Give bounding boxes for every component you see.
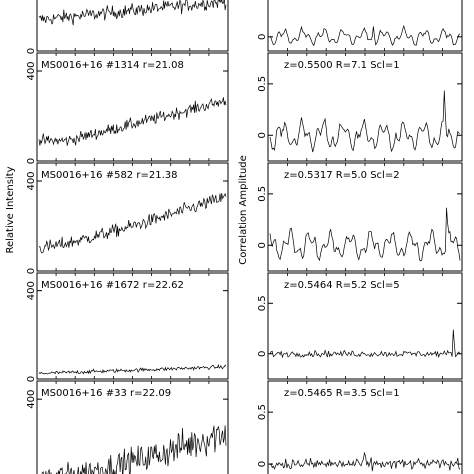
correlation-trace (269, 451, 461, 472)
y-tick-label: 0 (26, 376, 37, 382)
y-tick-label: 0 (257, 351, 268, 357)
spectrum-panel: 0 400 MS0016+16 #1314 r=21.08 (26, 52, 229, 164)
spectrum-trace (41, 425, 227, 474)
spectrum-panel-label: MS0016+16 #1314 r=21.08 (41, 60, 184, 71)
y-axis-label-left: Relative Intensity (5, 166, 16, 253)
correlation-trace (269, 329, 461, 359)
y-tick-label: 0 (26, 158, 37, 164)
spectrum-trace (38, 192, 227, 254)
y-tick-label: 0 (257, 461, 268, 467)
correlation-trace (269, 24, 461, 47)
y-tick-label: 0 (26, 48, 37, 54)
spectrum-panel-label: MS0016+16 #1672 r=22.62 (41, 280, 184, 291)
y-tick-label: 400 (26, 61, 37, 80)
correlation-trace (269, 207, 461, 262)
correlation-panel-label: z=0.5464 R=5.2 Scl=5 (284, 280, 400, 291)
correlation-panel: 0 (257, 0, 463, 52)
correlation-panel-label: z=0.5465 R=3.5 Scl=1 (284, 388, 400, 399)
y-tick-label: 400 (26, 171, 37, 190)
spectra-column: 0 0 400 MS0016+16 #1314 r=21.08 0 400 MS0016+1… (26, 0, 229, 474)
y-tick-label: 0 (26, 268, 37, 274)
correlation-panel-label: z=0.5317 R=5.0 Scl=2 (284, 170, 400, 181)
y-tick-label: 0.5 (257, 186, 268, 202)
y-axis-label-right: Correlation Amplitude (238, 155, 249, 265)
y-tick-label: 0.5 (257, 404, 268, 420)
spectrum-panel: 0 400 MS0016+16 #1672 r=22.62 (26, 272, 229, 382)
spectrum-panel: 0 (26, 0, 229, 54)
spectrum-panel: 400 MS0016+16 #33 r=22.09 (26, 380, 229, 474)
y-tick-label: 0 (257, 242, 268, 248)
spectrum-trace (38, 0, 227, 26)
spectrum-trace (38, 363, 227, 375)
y-tick-label: 0.5 (257, 76, 268, 92)
spectrum-panel: 0 400 MS0016+16 #582 r=21.38 (26, 162, 229, 274)
correlation-panel-label: z=0.5500 R=7.1 Scl=1 (284, 60, 400, 71)
correlation-panel: 0 0.5 z=0.5464 R=5.2 Scl=5 (257, 272, 463, 380)
y-tick-label: 0.5 (257, 295, 268, 311)
correlation-trace (269, 90, 461, 153)
correlation-panel-frame (267, 0, 463, 52)
y-tick-label: 400 (26, 390, 37, 409)
y-tick-label: 0 (257, 132, 268, 138)
correlation-column: 0 0 0.5 z=0.5500 R=7.1 Scl=1 0 0.5 z=0.5317 R=… (257, 0, 463, 474)
correlation-panel: 0 0.5 z=0.5465 R=3.5 Scl=1 (257, 380, 463, 474)
spectrum-panel-label: MS0016+16 #582 r=21.38 (41, 170, 177, 181)
correlation-panel: 0 0.5 z=0.5317 R=5.0 Scl=2 (257, 162, 463, 272)
y-tick-label: 0 (257, 34, 268, 40)
correlation-panel: 0 0.5 z=0.5500 R=7.1 Scl=1 (257, 52, 463, 162)
spectrum-panel-label: MS0016+16 #33 r=22.09 (41, 388, 171, 399)
y-tick-label: 400 (26, 281, 37, 300)
spectrum-trace (38, 97, 227, 146)
